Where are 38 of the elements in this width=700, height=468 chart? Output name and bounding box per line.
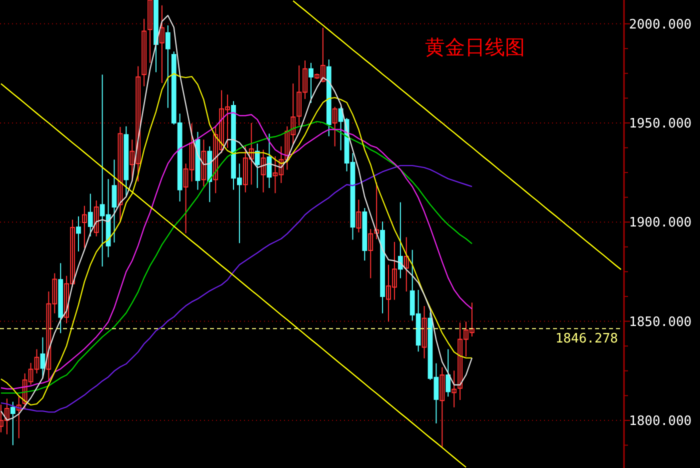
candlestick	[16, 396, 22, 439]
line-series	[292, 0, 622, 270]
candlestick	[148, 0, 152, 64]
candlestick	[254, 143, 260, 188]
candlestick	[201, 139, 206, 187]
candlestick	[112, 159, 117, 244]
candlestick	[76, 216, 81, 252]
candlestick	[368, 228, 374, 279]
line-series	[0, 72, 473, 406]
candlestick	[40, 336, 46, 379]
y-tick-label: 1950.000	[629, 116, 692, 132]
candlestick	[374, 182, 380, 240]
candlestick	[88, 193, 93, 237]
candlestick	[165, 24, 170, 108]
y-tick-label: 1800.000	[629, 414, 692, 429]
text: 黄金日线图	[425, 35, 525, 59]
candlestick	[308, 62, 314, 104]
y-tick-label: 1900.000	[629, 216, 692, 231]
candlestick	[142, 18, 147, 87]
candlestick	[160, 4, 164, 84]
line-series	[0, 164, 473, 413]
y-tick-label: 2000.000	[629, 17, 692, 32]
candlestick	[440, 366, 445, 448]
candlestick	[118, 126, 123, 223]
candlestick	[94, 200, 99, 237]
candlestick	[452, 370, 457, 408]
candlestick	[446, 348, 451, 398]
line-series	[0, 83, 467, 468]
candlestick	[398, 202, 403, 279]
ref-line-label: 1846.278	[555, 332, 618, 347]
y-tick-label: 1850.000	[629, 314, 692, 330]
candlestick	[82, 205, 87, 248]
candlestick	[422, 305, 427, 359]
candlestick	[10, 401, 16, 446]
candlestick	[356, 199, 362, 233]
candlestick	[260, 149, 266, 193]
candlestick	[332, 106, 338, 147]
candlestick	[404, 236, 409, 292]
